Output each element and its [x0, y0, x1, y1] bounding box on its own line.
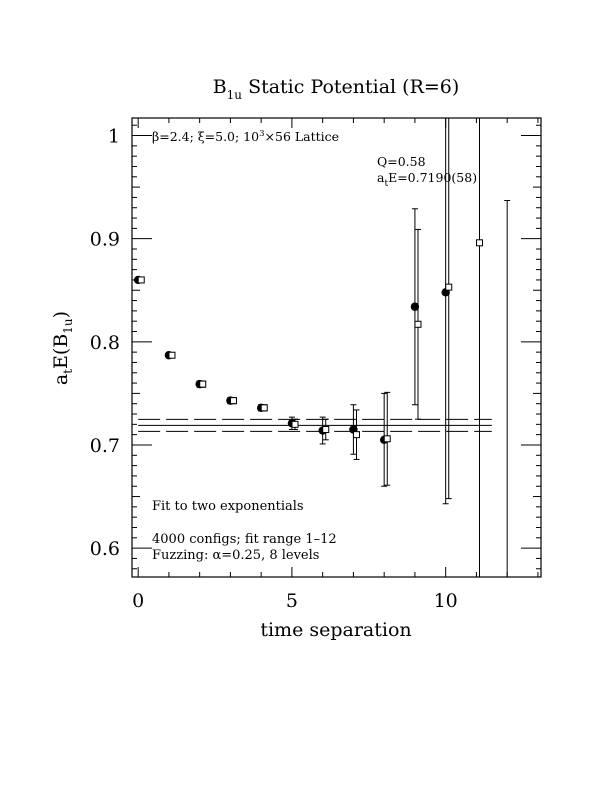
- y-tick-label: 0.9: [90, 229, 120, 251]
- y-tick-label: 0.6: [90, 538, 120, 560]
- data-point-square: [322, 426, 330, 434]
- fit-energy-annotation: atE=0.7190(58): [377, 170, 477, 189]
- y-tick-label: 0.7: [90, 435, 120, 457]
- x-tick-label: 10: [434, 590, 458, 612]
- fuzzing-annotation: Fuzzing: α=0.25, 8 levels: [152, 548, 319, 563]
- lattice-annotation: β=2.4; ξ=5.0; 103×56 Lattice: [152, 129, 339, 144]
- data-point-square: [383, 435, 391, 443]
- data-point-square: [168, 351, 176, 359]
- y-axis-label: atE(B1u): [50, 311, 75, 385]
- data-point-square: [475, 239, 483, 247]
- data-points: [133, 118, 511, 577]
- data-point-square: [414, 320, 422, 328]
- q-annotation: Q=0.58: [377, 154, 426, 169]
- y-tick-label: 1: [108, 126, 120, 148]
- x-tick-label: 5: [286, 590, 298, 612]
- data-point-square: [291, 420, 299, 428]
- axis-ticks: 0 5 10 0.6 0.7 0.8 0.9 1: [90, 118, 541, 612]
- data-point-square: [260, 404, 268, 412]
- data-point-square: [352, 431, 360, 439]
- method-annotation: Fit to two exponentials: [152, 499, 304, 514]
- x-axis-label: time separation: [260, 619, 411, 641]
- data-point-circle: [410, 302, 420, 311]
- configs-annotation: 4000 configs; fit range 1–12: [152, 532, 337, 547]
- data-point-square: [445, 283, 453, 291]
- fit-band: [138, 418, 492, 432]
- y-tick-label: 0.8: [90, 332, 120, 354]
- chart-title: B1u Static Potential (R=6): [213, 76, 460, 102]
- data-point-square: [137, 276, 145, 284]
- plot-frame: [131, 117, 542, 578]
- data-point-square: [199, 380, 207, 388]
- data-point-square: [229, 397, 237, 405]
- x-tick-label: 0: [132, 590, 144, 612]
